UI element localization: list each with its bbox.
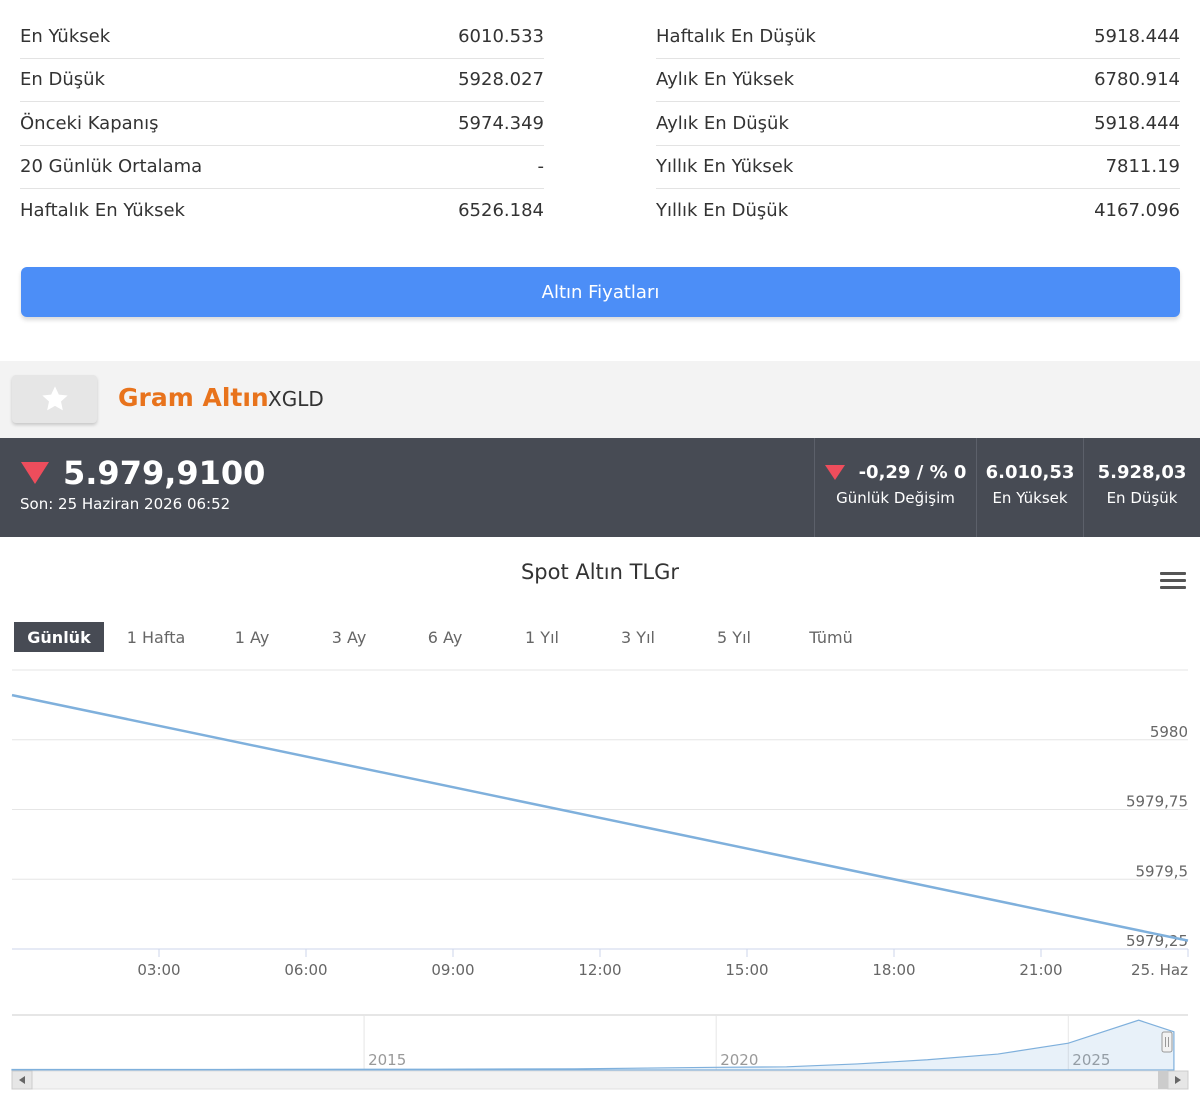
y-tick-label: 5979,75 [1126, 793, 1188, 811]
stat-value: - [537, 156, 545, 178]
stat-value: 5918.444 [1094, 25, 1180, 47]
stat-label: En Yüksek [20, 25, 111, 47]
stat-label: Yıllık En Yüksek [656, 156, 794, 178]
stat-label: Aylık En Düşük [656, 112, 789, 134]
stat-value: 5918.444 [1094, 112, 1180, 134]
stats-column-right: Haftalık En Düşük 5918.444 Aylık En Yükse… [656, 15, 1180, 233]
chart-title: Spot Altın TLGr [520, 560, 680, 584]
instrument-header: Gram Altın XGLD [0, 361, 1200, 438]
menu-icon[interactable] [1160, 572, 1186, 592]
stat-row: Haftalık En Düşük 5918.444 [656, 15, 1180, 59]
x-tick-label: 03:00 [137, 961, 180, 979]
stat-label: Haftalık En Düşük [656, 25, 816, 47]
down-arrow-icon [21, 462, 49, 484]
stat-row: Aylık En Yüksek 6780.914 [656, 59, 1180, 102]
daily-change-value: -0,29 / % 0 [858, 462, 967, 483]
navigator-year-label: 2025 [1072, 1051, 1110, 1069]
stat-row: En Düşük 5928.027 [20, 59, 544, 102]
x-tick-label: 15:00 [725, 961, 768, 979]
navigator-handle[interactable] [1161, 1031, 1173, 1053]
range-button[interactable]: 1 Ay [234, 627, 270, 647]
stat-label: Yıllık En Düşük [656, 200, 789, 222]
favorite-button[interactable] [12, 375, 97, 423]
price-line [11, 693, 1189, 942]
stat-row: En Yüksek 6010.533 [20, 15, 544, 59]
arrow-right-icon [1175, 1076, 1181, 1084]
scrollbar-thumb[interactable] [1158, 1071, 1168, 1089]
price-bar: 5.979,9100 Son: 25 Haziran 2026 06:52 -0… [0, 438, 1200, 537]
stat-value: 4167.096 [1094, 200, 1180, 222]
range-button[interactable]: 3 Ay [331, 627, 367, 647]
range-button[interactable]: Günlük [14, 622, 104, 652]
stats-table: En Yüksek 6010.533 En Düşük 5928.027 Öncek… [20, 15, 1180, 231]
stat-row: 20 Günlük Ortalama - [20, 146, 545, 189]
navigator-series [11, 1019, 1175, 1071]
range-button[interactable]: 1 Yıl [525, 627, 559, 647]
stats-column-left: En Yüksek 6010.533 En Düşük 5928.027 Öncek… [20, 15, 544, 233]
range-button[interactable]: Tümü [809, 627, 853, 647]
stat-value: 5974.349 [458, 112, 544, 134]
stat-label: Aylık En Yüksek [656, 69, 795, 91]
stat-value: 6780.914 [1094, 69, 1180, 91]
last-update: Son: 25 Haziran 2026 06:52 [20, 495, 231, 513]
x-tick-label: 06:00 [284, 961, 327, 979]
navigator-year-label: 2015 [368, 1051, 406, 1069]
gold-prices-button[interactable]: Altın Fiyatları [21, 267, 1180, 317]
stat-value: 5928.027 [458, 69, 544, 91]
high-label: En Yüksek [992, 489, 1068, 507]
daily-change-cell: -0,29 / % 0 Günlük Değişim [814, 438, 976, 537]
x-tick-label: 18:00 [872, 961, 915, 979]
star-icon [41, 386, 68, 411]
stat-row: Yıllık En Düşük 4167.096 [656, 189, 1180, 233]
daily-change-label: Günlük Değişim [836, 489, 955, 507]
y-tick-label: 5979,5 [1136, 862, 1189, 880]
stat-row: Önceki Kapanış 5974.349 [20, 102, 544, 146]
stat-label: En Düşük [20, 69, 105, 91]
x-tick-label: 21:00 [1019, 961, 1062, 979]
stat-value: 6526.184 [458, 200, 544, 222]
high-cell: 6.010,53 En Yüksek [976, 438, 1083, 537]
scrollbar-track[interactable] [11, 1070, 1189, 1090]
current-price: 5.979,9100 [63, 454, 266, 492]
low-cell: 5.928,03 En Düşük [1083, 438, 1200, 537]
instrument-name: Gram Altın [118, 383, 269, 412]
x-tick-label: 25. Haz [1131, 961, 1188, 979]
stat-label: Önceki Kapanış [20, 112, 159, 134]
stat-value: 7811.19 [1105, 156, 1180, 178]
range-button[interactable]: 1 Hafta [126, 627, 186, 647]
high-value: 6.010,53 [985, 462, 1075, 483]
low-value: 5.928,03 [1097, 462, 1187, 483]
low-label: En Düşük [1106, 489, 1178, 507]
stat-row: Yıllık En Yüksek 7811.19 [656, 146, 1180, 189]
range-button[interactable]: 3 Yıl [621, 627, 655, 647]
stat-row: Haftalık En Yüksek 6526.184 [20, 189, 544, 233]
stat-value: 6010.533 [458, 25, 544, 47]
stat-label: Haftalık En Yüksek [20, 200, 185, 222]
arrow-left-icon [19, 1076, 25, 1084]
range-button[interactable]: 6 Ay [427, 627, 463, 647]
stat-row: Aylık En Düşük 5918.444 [656, 102, 1180, 146]
y-tick-label: 5980 [1150, 723, 1188, 741]
x-tick-label: 09:00 [431, 961, 474, 979]
stat-label: 20 Günlük Ortalama [20, 156, 203, 178]
x-tick-label: 12:00 [578, 961, 621, 979]
navigator-year-label: 2020 [720, 1051, 758, 1069]
range-button[interactable]: 5 Yıl [717, 627, 751, 647]
instrument-code: XGLD [268, 387, 324, 411]
down-arrow-icon [824, 465, 845, 480]
